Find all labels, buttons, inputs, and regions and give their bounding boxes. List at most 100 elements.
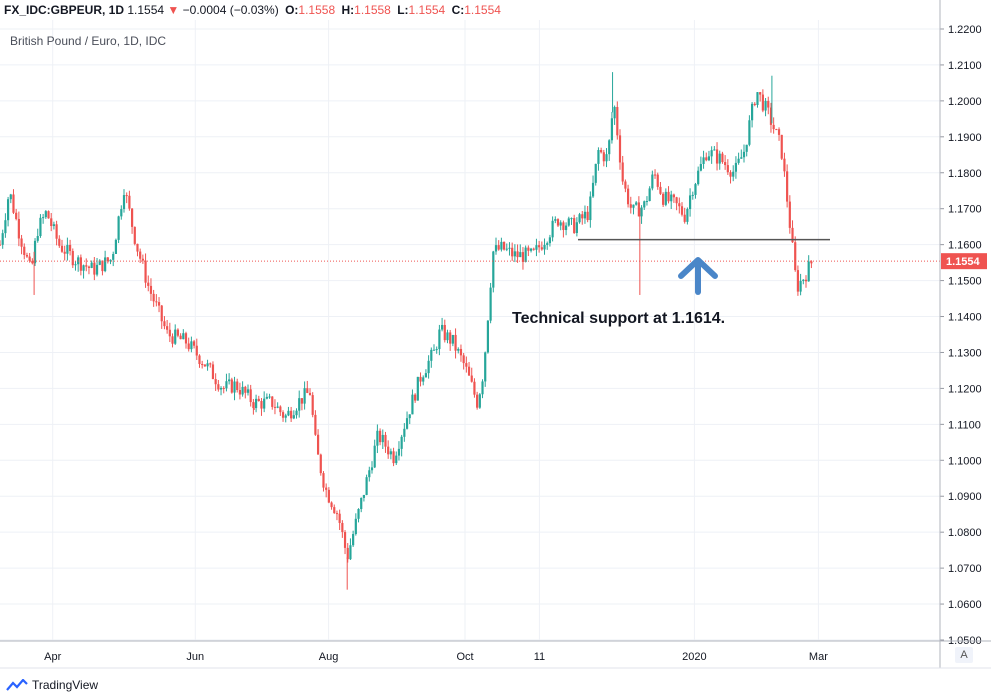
y-tick-label: 1.1500: [948, 276, 982, 288]
candle: [284, 413, 287, 423]
candle: [527, 245, 530, 257]
candle: [686, 207, 689, 225]
candle: [122, 189, 126, 213]
candle: [268, 393, 271, 399]
y-tick-label: 1.1400: [948, 312, 982, 324]
candle: [777, 127, 781, 141]
candle: [691, 191, 694, 200]
candle-body: [58, 238, 61, 246]
candle-body: [411, 394, 414, 415]
candle-body: [101, 260, 104, 272]
candle-body: [192, 341, 196, 346]
candle: [804, 275, 808, 288]
candle: [316, 429, 320, 455]
candle: [567, 216, 570, 227]
candle-body: [1, 233, 4, 245]
candle-body: [71, 251, 74, 266]
candle: [314, 410, 317, 436]
candle: [346, 543, 349, 563]
candle-body: [104, 257, 107, 272]
candle: [408, 414, 411, 425]
candle: [705, 152, 708, 162]
candle-body: [422, 377, 425, 382]
candle-body: [430, 349, 433, 361]
candle-body: [52, 224, 56, 227]
candle-body: [125, 195, 128, 197]
candle: [311, 392, 314, 418]
candle-body: [106, 257, 109, 262]
candle-body: [176, 329, 180, 336]
tradingview-logo: TradingView: [6, 678, 98, 692]
high-label: H:: [341, 3, 355, 17]
candle: [308, 388, 312, 396]
candle-body: [732, 171, 735, 177]
y-tick-label: 1.1600: [948, 240, 982, 252]
price-change: −0.0004 (−0.03%): [182, 3, 279, 17]
candle: [729, 170, 732, 184]
candle: [688, 188, 692, 217]
candle: [254, 394, 258, 413]
candle-body: [279, 406, 282, 413]
candle-body: [688, 195, 692, 210]
candle-body: [707, 156, 711, 161]
candle: [82, 264, 85, 279]
candle: [748, 115, 751, 147]
candle: [556, 218, 560, 227]
candle: [354, 513, 357, 536]
y-tick-label: 1.0900: [948, 491, 982, 503]
candle-body: [691, 194, 694, 196]
candle-body: [60, 245, 64, 252]
candle-body: [392, 451, 395, 464]
candle: [637, 196, 640, 217]
candle-body: [764, 100, 767, 111]
symbol-name: FX_IDC:GBPEUR, 1D: [4, 3, 125, 17]
chart-title: British Pound / Euro, 1D, IDC: [10, 34, 167, 48]
candle: [290, 406, 293, 422]
candle-body: [451, 334, 454, 344]
candle-body: [540, 247, 543, 250]
candle-body: [559, 222, 562, 226]
candle-body: [184, 333, 188, 344]
candle: [564, 222, 568, 236]
candle: [446, 329, 449, 344]
candle-body: [581, 214, 584, 219]
candle: [540, 241, 543, 251]
candle-body: [166, 326, 169, 330]
candle: [405, 411, 409, 430]
candle: [500, 237, 503, 252]
candle: [484, 351, 487, 387]
candle-body: [629, 204, 632, 208]
candle-body: [554, 219, 557, 221]
candle: [502, 241, 506, 251]
candle-body: [502, 241, 506, 250]
candle: [90, 260, 93, 269]
candle-body: [616, 106, 619, 136]
candle-body: [403, 428, 406, 437]
current-price-tag: [941, 253, 987, 270]
candle-body: [360, 497, 363, 510]
candle-body: [206, 363, 209, 367]
candle-body: [370, 467, 374, 471]
candle: [780, 134, 783, 161]
candle: [759, 91, 762, 102]
candle: [740, 149, 743, 159]
candle-body: [341, 522, 344, 533]
candle: [737, 152, 740, 165]
candle: [349, 538, 352, 561]
x-tick-label: Jun: [186, 651, 204, 663]
candle-body: [489, 287, 492, 321]
candle: [672, 193, 676, 203]
candle: [201, 360, 204, 369]
candle-body: [136, 243, 139, 252]
candle-body: [791, 227, 794, 243]
candle: [750, 101, 754, 128]
candle-body: [435, 349, 438, 351]
candle-body: [333, 507, 336, 514]
candle-body: [39, 217, 42, 237]
candle-body: [316, 434, 320, 455]
candle-body: [74, 264, 77, 266]
auto-scale-button[interactable]: A: [955, 647, 973, 663]
candle: [357, 508, 360, 523]
candle: [87, 265, 91, 275]
